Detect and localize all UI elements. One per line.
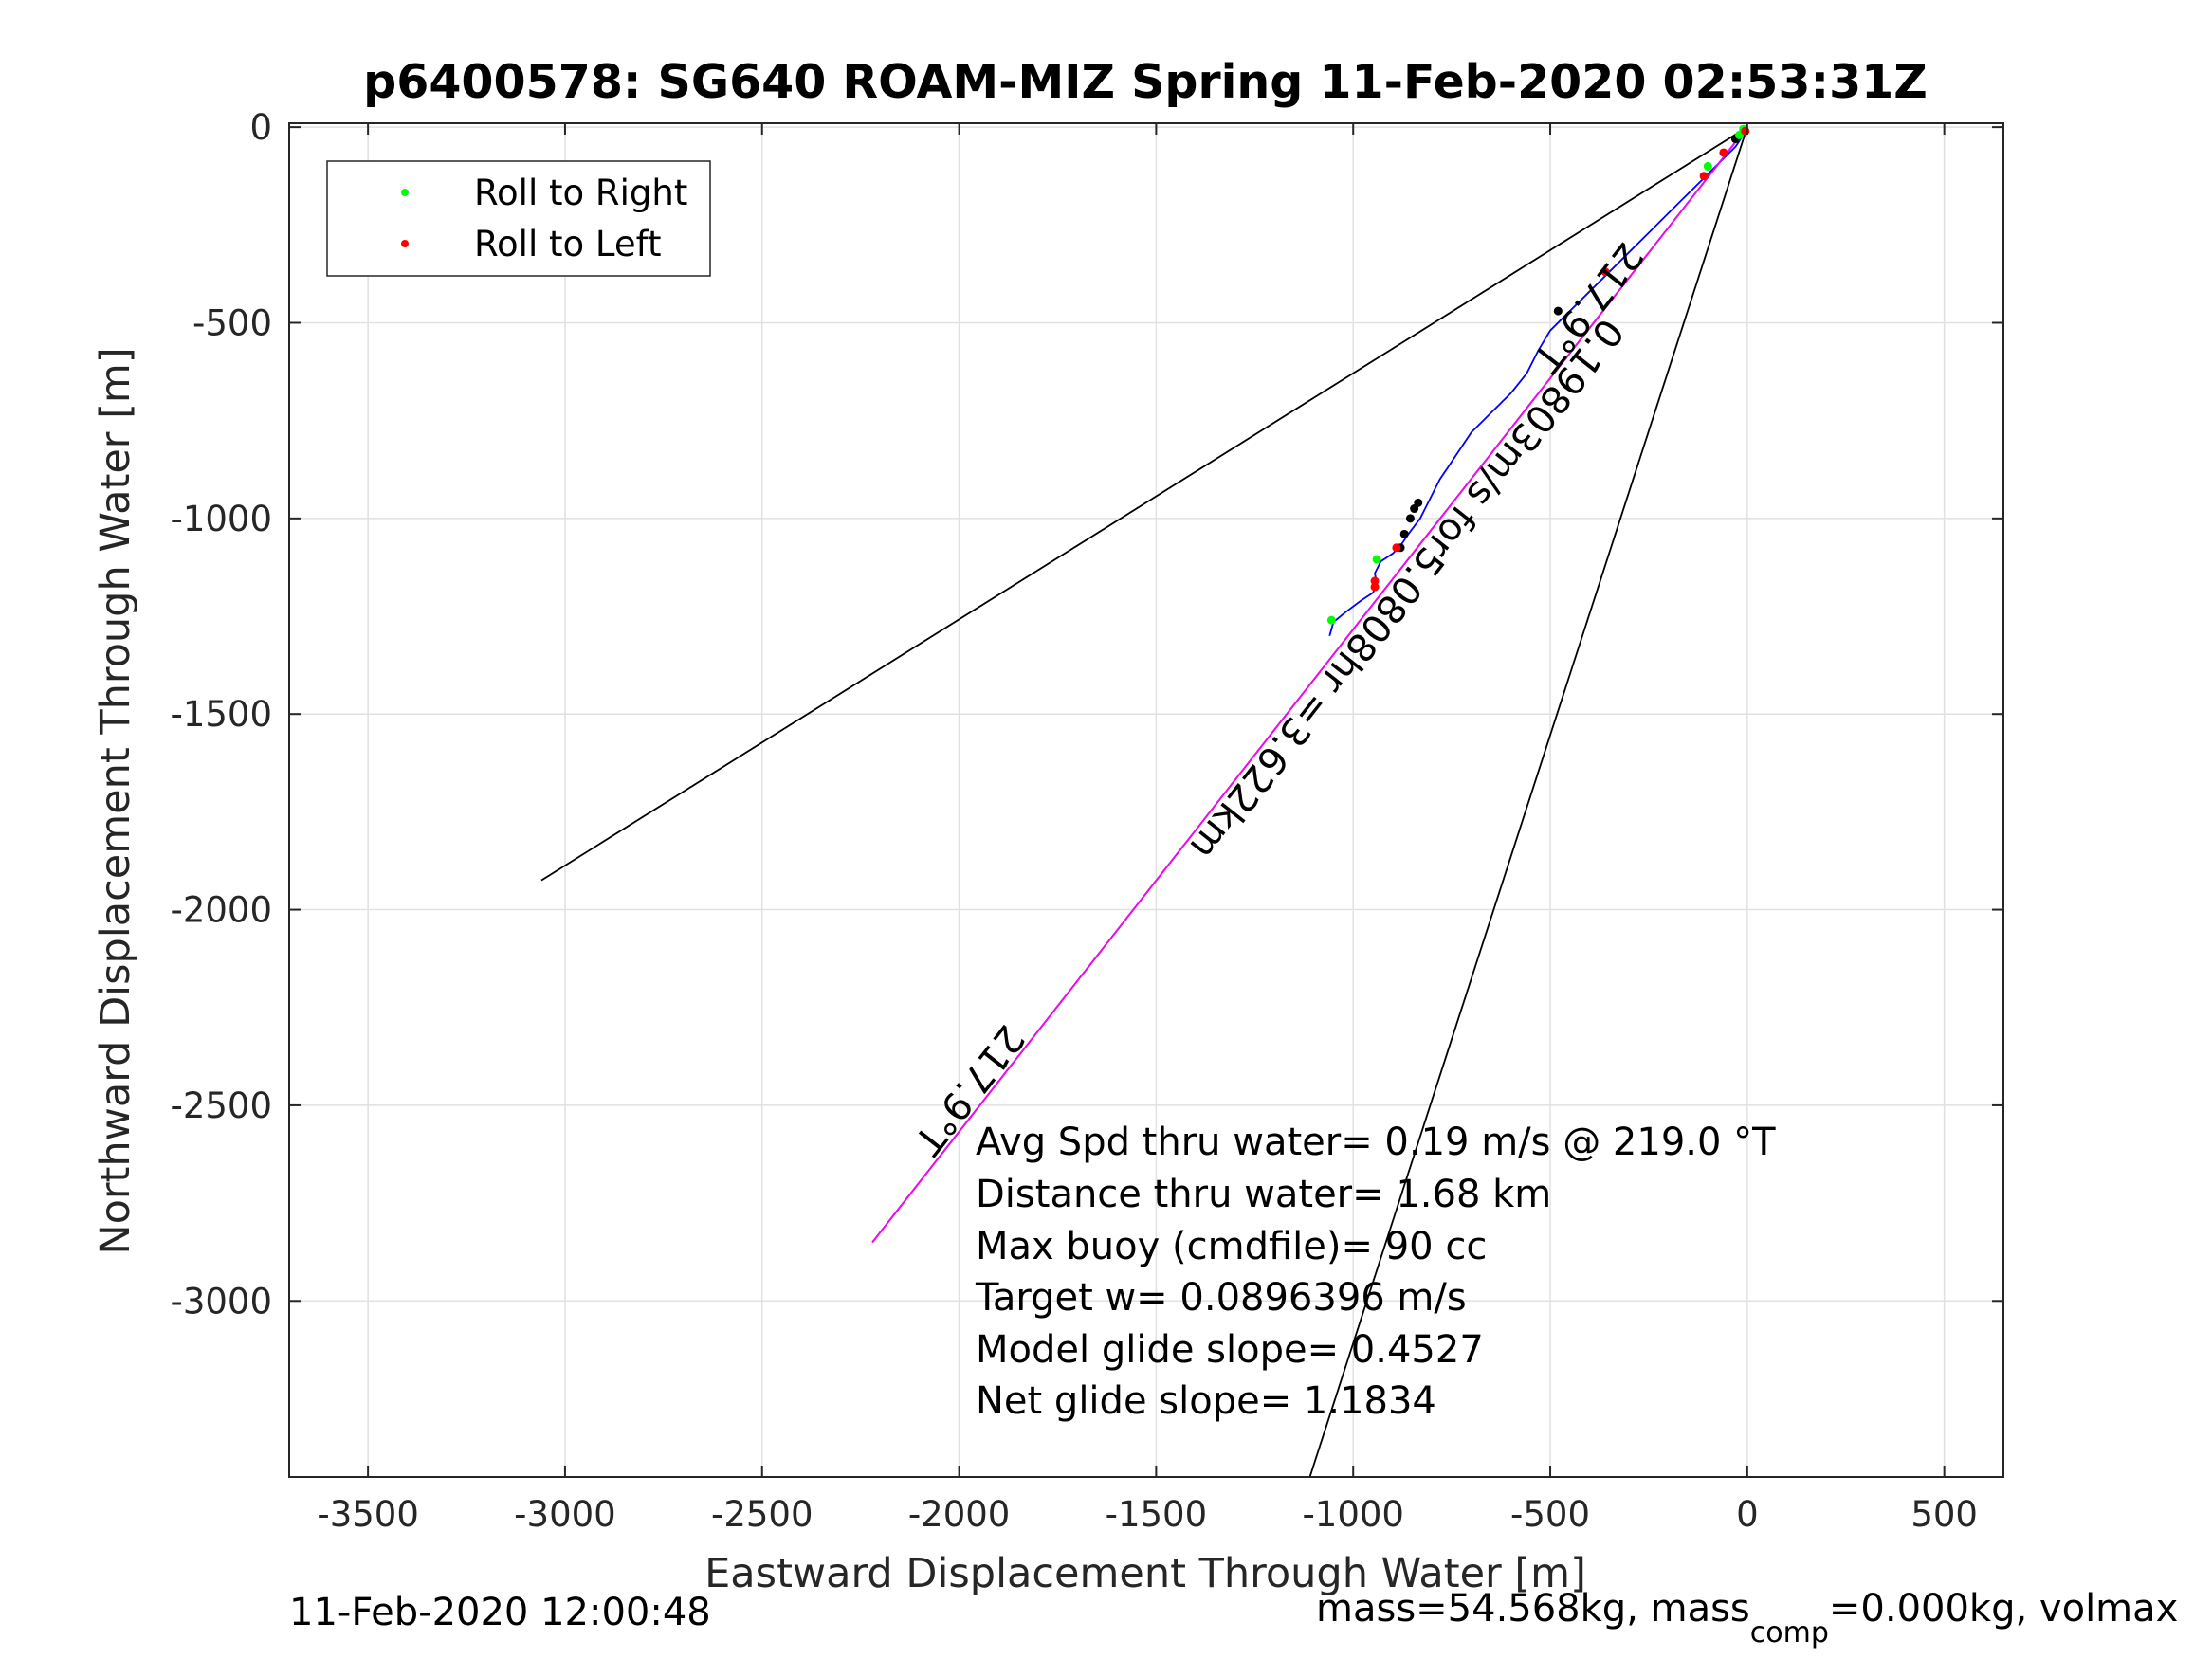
x-tick-label: -1000 (1302, 1494, 1404, 1535)
x-tick-label: 0 (1736, 1494, 1759, 1535)
axis-ticks: -3500 -3000 -2500 -2000 -1500 -1000 -500 0 500 0 -… (170, 107, 2003, 1535)
annotation-net-glide-slope: Net glide slope= 1.1834 (976, 1379, 1436, 1423)
roll-right-point (1326, 615, 1336, 625)
footer-mass-subscript: comp (1750, 1616, 1829, 1650)
roll-left-point (1699, 172, 1709, 181)
axes-box (288, 122, 2004, 1478)
black-point (1405, 514, 1415, 523)
series-line-2 (1308, 126, 1748, 1477)
x-tick-label: -3000 (514, 1494, 616, 1535)
roll-left-point (1719, 148, 1728, 157)
x-tick-label: -2500 (711, 1494, 814, 1535)
y-axis-label: Northward Displacement Through Water [m] (92, 347, 139, 1254)
black-point (1410, 504, 1419, 514)
footer-mass-suffix: =0.000kg, volmax (1829, 1587, 2178, 1631)
roll-left-point (1370, 582, 1380, 592)
plot-series (540, 126, 1748, 1477)
x-axis-label: Eastward Displacement Through Water [m] (704, 1550, 1586, 1597)
rotated-annotation-1: 0.19803m/s for5.0808hr =3.622km (1181, 310, 1632, 867)
y-tick-label: -2500 (170, 1085, 272, 1126)
plot-points (1326, 124, 1750, 625)
series-line-0 (1328, 126, 1748, 636)
x-tick-label: -2000 (908, 1494, 1011, 1535)
roll-left-point (1600, 267, 1610, 277)
legend-box (326, 160, 711, 277)
annotation-distance: Distance thru water= 1.68 km (976, 1173, 1551, 1216)
black-point (1553, 306, 1563, 316)
black-point (1399, 529, 1409, 538)
legend-marker-roll-left (401, 240, 409, 247)
footer-mass-prefix: mass=54.568kg, mass (1316, 1587, 1750, 1631)
annotation-max-buoy: Max buoy (cmdfile)= 90 cc (976, 1225, 1487, 1268)
x-tick-label: 500 (1910, 1494, 1978, 1535)
roll-left-point (1392, 543, 1401, 553)
series-line-4 (871, 126, 1748, 1243)
roll-right-point (1372, 555, 1381, 564)
footer-mass-info: mass=54.568kg, masscomp=0.000kg, volmax (1316, 1587, 2178, 1650)
stats-annotations: Avg Spd thru water= 0.19 m/s @ 219.0 °T … (975, 1121, 1776, 1423)
legend-label-roll-left: Roll to Left (474, 224, 662, 264)
annotation-target-w: Target w= 0.0896396 m/s (975, 1276, 1467, 1320)
x-tick-label: -1500 (1106, 1494, 1208, 1535)
y-tick-label: -1000 (170, 499, 272, 539)
y-tick-label: -3000 (170, 1281, 272, 1322)
x-tick-label: -3500 (317, 1494, 419, 1535)
legend-label-roll-right: Roll to Right (474, 173, 687, 213)
series-line-1 (540, 126, 1748, 882)
y-tick-label: -500 (192, 302, 272, 343)
chart-title: p6400578: SG640 ROAM-MIZ Spring 11-Feb-2… (363, 55, 1928, 109)
footer-timestamp: 11-Feb-2020 12:00:48 (289, 1591, 711, 1634)
grid-lines (289, 123, 2003, 1477)
y-tick-label: 0 (249, 107, 272, 148)
x-tick-label: -500 (1510, 1494, 1590, 1535)
y-tick-label: -1500 (170, 694, 272, 735)
annotation-model-glide-slope: Model glide slope= 0.4527 (976, 1328, 1484, 1372)
annotation-avg-speed: Avg Spd thru water= 0.19 m/s @ 219.0 °T (976, 1121, 1776, 1164)
roll-left-point (1741, 126, 1750, 136)
rotated-annotations: 217.9°T0.19803m/s for5.0808hr =3.622km21… (905, 234, 1651, 1162)
roll-left-point (1370, 576, 1380, 586)
y-tick-label: -2000 (170, 890, 272, 931)
legend: Roll to Right Roll to Left (326, 160, 711, 277)
legend-marker-roll-right (401, 189, 409, 196)
roll-right-point (1703, 161, 1712, 171)
